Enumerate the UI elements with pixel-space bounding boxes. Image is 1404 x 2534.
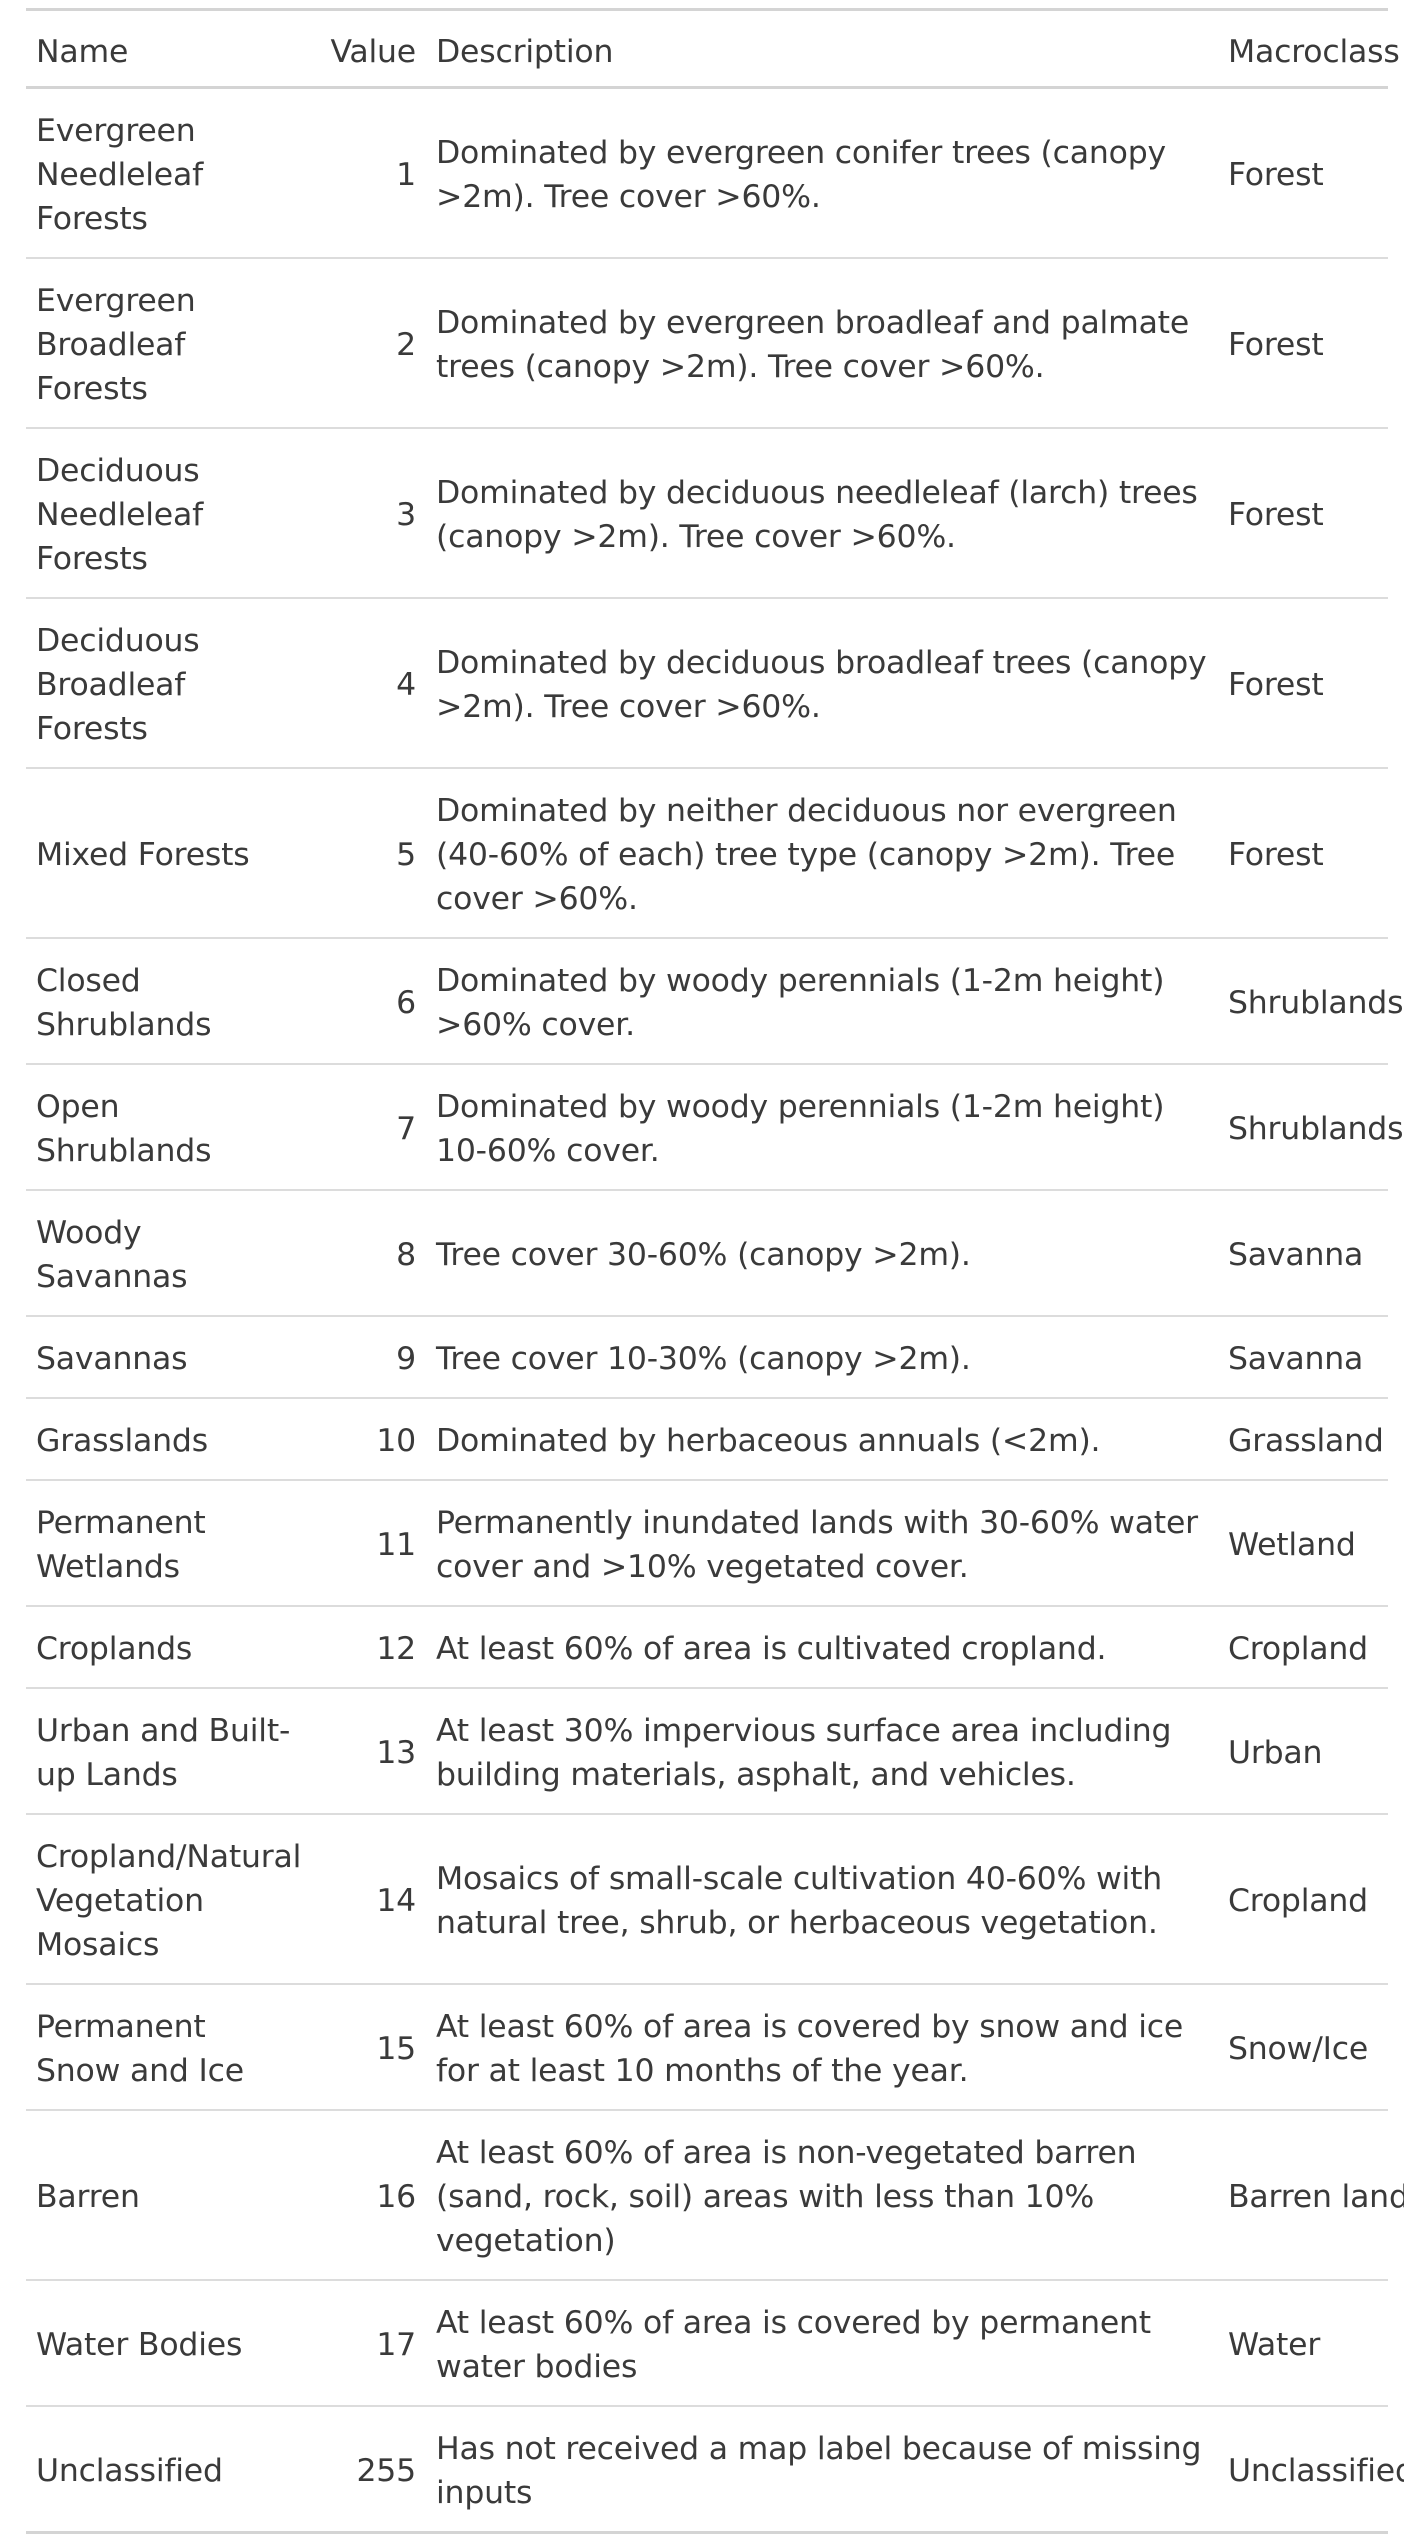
- land-cover-table: Name Value Description Macroclass Evergr…: [26, 8, 1404, 2534]
- table-row: Open Shrublands 7 Dominated by woody per…: [26, 1064, 1404, 1190]
- cell-name: Open Shrublands: [36, 1089, 212, 1169]
- table-row: Croplands 12 At least 60% of area is cul…: [26, 1606, 1388, 1688]
- cell-name: Evergreen Broadleaf Forests: [36, 283, 196, 407]
- table-row: Permanent Snow and Ice 15 At least 60% o…: [26, 1984, 1388, 2110]
- cell-value: 255: [356, 2453, 416, 2489]
- cell-macroclass: Savanna: [1228, 1341, 1364, 1377]
- cell-macroclass: Forest: [1228, 497, 1324, 533]
- cell-description: Dominated by deciduous needleleaf (larch…: [436, 475, 1198, 555]
- cell-name: Barren: [36, 2179, 140, 2215]
- cell-macroclass: Savanna: [1228, 1237, 1364, 1273]
- cell-description: At least 60% of area is covered by snow …: [436, 2009, 1184, 2089]
- cell-macroclass: Shrublands: [1228, 985, 1404, 1021]
- cell-name: Closed Shrublands: [36, 963, 212, 1043]
- cell-macroclass: Forest: [1228, 327, 1324, 363]
- cell-description: Dominated by evergreen broadleaf and pal…: [436, 305, 1190, 385]
- cell-name: Unclassified: [36, 2453, 223, 2489]
- cell-macroclass: Barren land: [1228, 2179, 1404, 2215]
- cell-name: Deciduous Needleleaf Forests: [36, 453, 203, 577]
- cell-macroclass: Cropland: [1228, 1631, 1368, 1667]
- cell-name: Evergreen Needleleaf Forests: [36, 113, 203, 237]
- table-row: Cropland/Natural Vegetation Mosaics 14 M…: [26, 1814, 1388, 1984]
- table-row: Evergreen Needleleaf Forests 1 Dominated…: [26, 88, 1388, 258]
- header-name[interactable]: Name: [36, 34, 129, 70]
- cell-description: Dominated by woody perennials (1-2m heig…: [436, 963, 1165, 1043]
- cell-value: 13: [376, 1735, 416, 1771]
- cell-value: 1: [396, 157, 416, 193]
- table-row: Mixed Forests 5 Dominated by neither dec…: [26, 768, 1388, 938]
- cell-value: 10: [376, 1423, 416, 1459]
- cell-macroclass: Water: [1228, 2327, 1321, 2363]
- cell-value: 6: [396, 985, 416, 1021]
- cell-description: Dominated by woody perennials (1-2m heig…: [436, 1089, 1165, 1169]
- cell-macroclass: Shrublands: [1228, 1111, 1404, 1147]
- cell-value: 12: [376, 1631, 416, 1667]
- header-value[interactable]: Value: [330, 34, 416, 70]
- table-row: Unclassified 255 Has not received a map …: [26, 2406, 1404, 2533]
- cell-value: 14: [376, 1883, 416, 1919]
- cell-value: 4: [396, 667, 416, 703]
- cell-macroclass: Forest: [1228, 667, 1324, 703]
- cell-description: Tree cover 10-30% (canopy >2m).: [436, 1341, 971, 1377]
- table-row: Evergreen Broadleaf Forests 2 Dominated …: [26, 258, 1388, 428]
- table-row: Urban and Built-up Lands 13 At least 30%…: [26, 1688, 1388, 1814]
- land-cover-table-container: Name Value Description Macroclass Evergr…: [26, 8, 1404, 2534]
- cell-value: 2: [396, 327, 416, 363]
- cell-value: 11: [376, 1527, 416, 1563]
- cell-value: 5: [396, 837, 416, 873]
- cell-description: At least 60% of area is cultivated cropl…: [436, 1631, 1107, 1667]
- cell-name: Permanent Snow and Ice: [36, 2009, 244, 2089]
- table-row: Woody Savannas 8 Tree cover 30-60% (cano…: [26, 1190, 1388, 1316]
- cell-name: Woody Savannas: [36, 1215, 188, 1295]
- table-row: Deciduous Needleleaf Forests 3 Dominated…: [26, 428, 1388, 598]
- cell-description: At least 30% impervious surface area inc…: [436, 1713, 1172, 1793]
- cell-name: Croplands: [36, 1631, 193, 1667]
- cell-description: Tree cover 30-60% (canopy >2m).: [436, 1237, 971, 1273]
- header-macroclass[interactable]: Macroclass: [1228, 34, 1400, 70]
- cell-name: Water Bodies: [36, 2327, 243, 2363]
- cell-name: Urban and Built-up Lands: [36, 1713, 291, 1793]
- cell-value: 17: [376, 2327, 416, 2363]
- cell-value: 15: [376, 2031, 416, 2067]
- table-row: Savannas 9 Tree cover 10-30% (canopy >2m…: [26, 1316, 1388, 1398]
- cell-description: Dominated by herbaceous annuals (<2m).: [436, 1423, 1101, 1459]
- table-row: Closed Shrublands 6 Dominated by woody p…: [26, 938, 1404, 1064]
- header-description[interactable]: Description: [436, 34, 614, 70]
- cell-description: Dominated by neither deciduous nor everg…: [436, 793, 1177, 917]
- cell-value: 8: [396, 1237, 416, 1273]
- cell-macroclass: Snow/Ice: [1228, 2031, 1368, 2067]
- cell-description: Dominated by evergreen conifer trees (ca…: [436, 135, 1166, 215]
- table-row: Water Bodies 17 At least 60% of area is …: [26, 2280, 1388, 2406]
- cell-value: 9: [396, 1341, 416, 1377]
- cell-description: Permanently inundated lands with 30-60% …: [436, 1505, 1198, 1585]
- cell-name: Permanent Wetlands: [36, 1505, 206, 1585]
- table-row: Permanent Wetlands 11 Permanently inunda…: [26, 1480, 1388, 1606]
- cell-description: Dominated by deciduous broadleaf trees (…: [436, 645, 1207, 725]
- cell-macroclass: Grassland: [1228, 1423, 1384, 1459]
- cell-macroclass: Forest: [1228, 157, 1324, 193]
- cell-value: 16: [376, 2179, 416, 2215]
- cell-macroclass: Urban: [1228, 1735, 1323, 1771]
- cell-macroclass: Forest: [1228, 837, 1324, 873]
- table-row: Deciduous Broadleaf Forests 4 Dominated …: [26, 598, 1388, 768]
- cell-name: Mixed Forests: [36, 837, 250, 873]
- cell-macroclass: Wetland: [1228, 1527, 1356, 1563]
- cell-value: 7: [396, 1111, 416, 1147]
- header-row: Name Value Description Macroclass: [26, 9, 1400, 88]
- table-header: Name Value Description Macroclass: [26, 9, 1400, 88]
- table-row: Grasslands 10 Dominated by herbaceous an…: [26, 1398, 1388, 1480]
- cell-macroclass: Cropland: [1228, 1883, 1368, 1919]
- table-row: Barren 16 At least 60% of area is non-ve…: [26, 2110, 1404, 2280]
- cell-name: Grasslands: [36, 1423, 208, 1459]
- cell-name: Cropland/Natural Vegetation Mosaics: [36, 1839, 302, 1963]
- cell-value: 3: [396, 497, 416, 533]
- cell-macroclass: Unclassified: [1228, 2453, 1404, 2489]
- cell-name: Savannas: [36, 1341, 188, 1377]
- cell-description: At least 60% of area is non-vegetated ba…: [436, 2135, 1137, 2259]
- cell-description: At least 60% of area is covered by perma…: [436, 2305, 1151, 2385]
- cell-description: Has not received a map label because of …: [436, 2431, 1202, 2511]
- cell-description: Mosaics of small-scale cultivation 40-60…: [436, 1861, 1163, 1941]
- cell-name: Deciduous Broadleaf Forests: [36, 623, 200, 747]
- table-body: Evergreen Needleleaf Forests 1 Dominated…: [26, 88, 1404, 2533]
